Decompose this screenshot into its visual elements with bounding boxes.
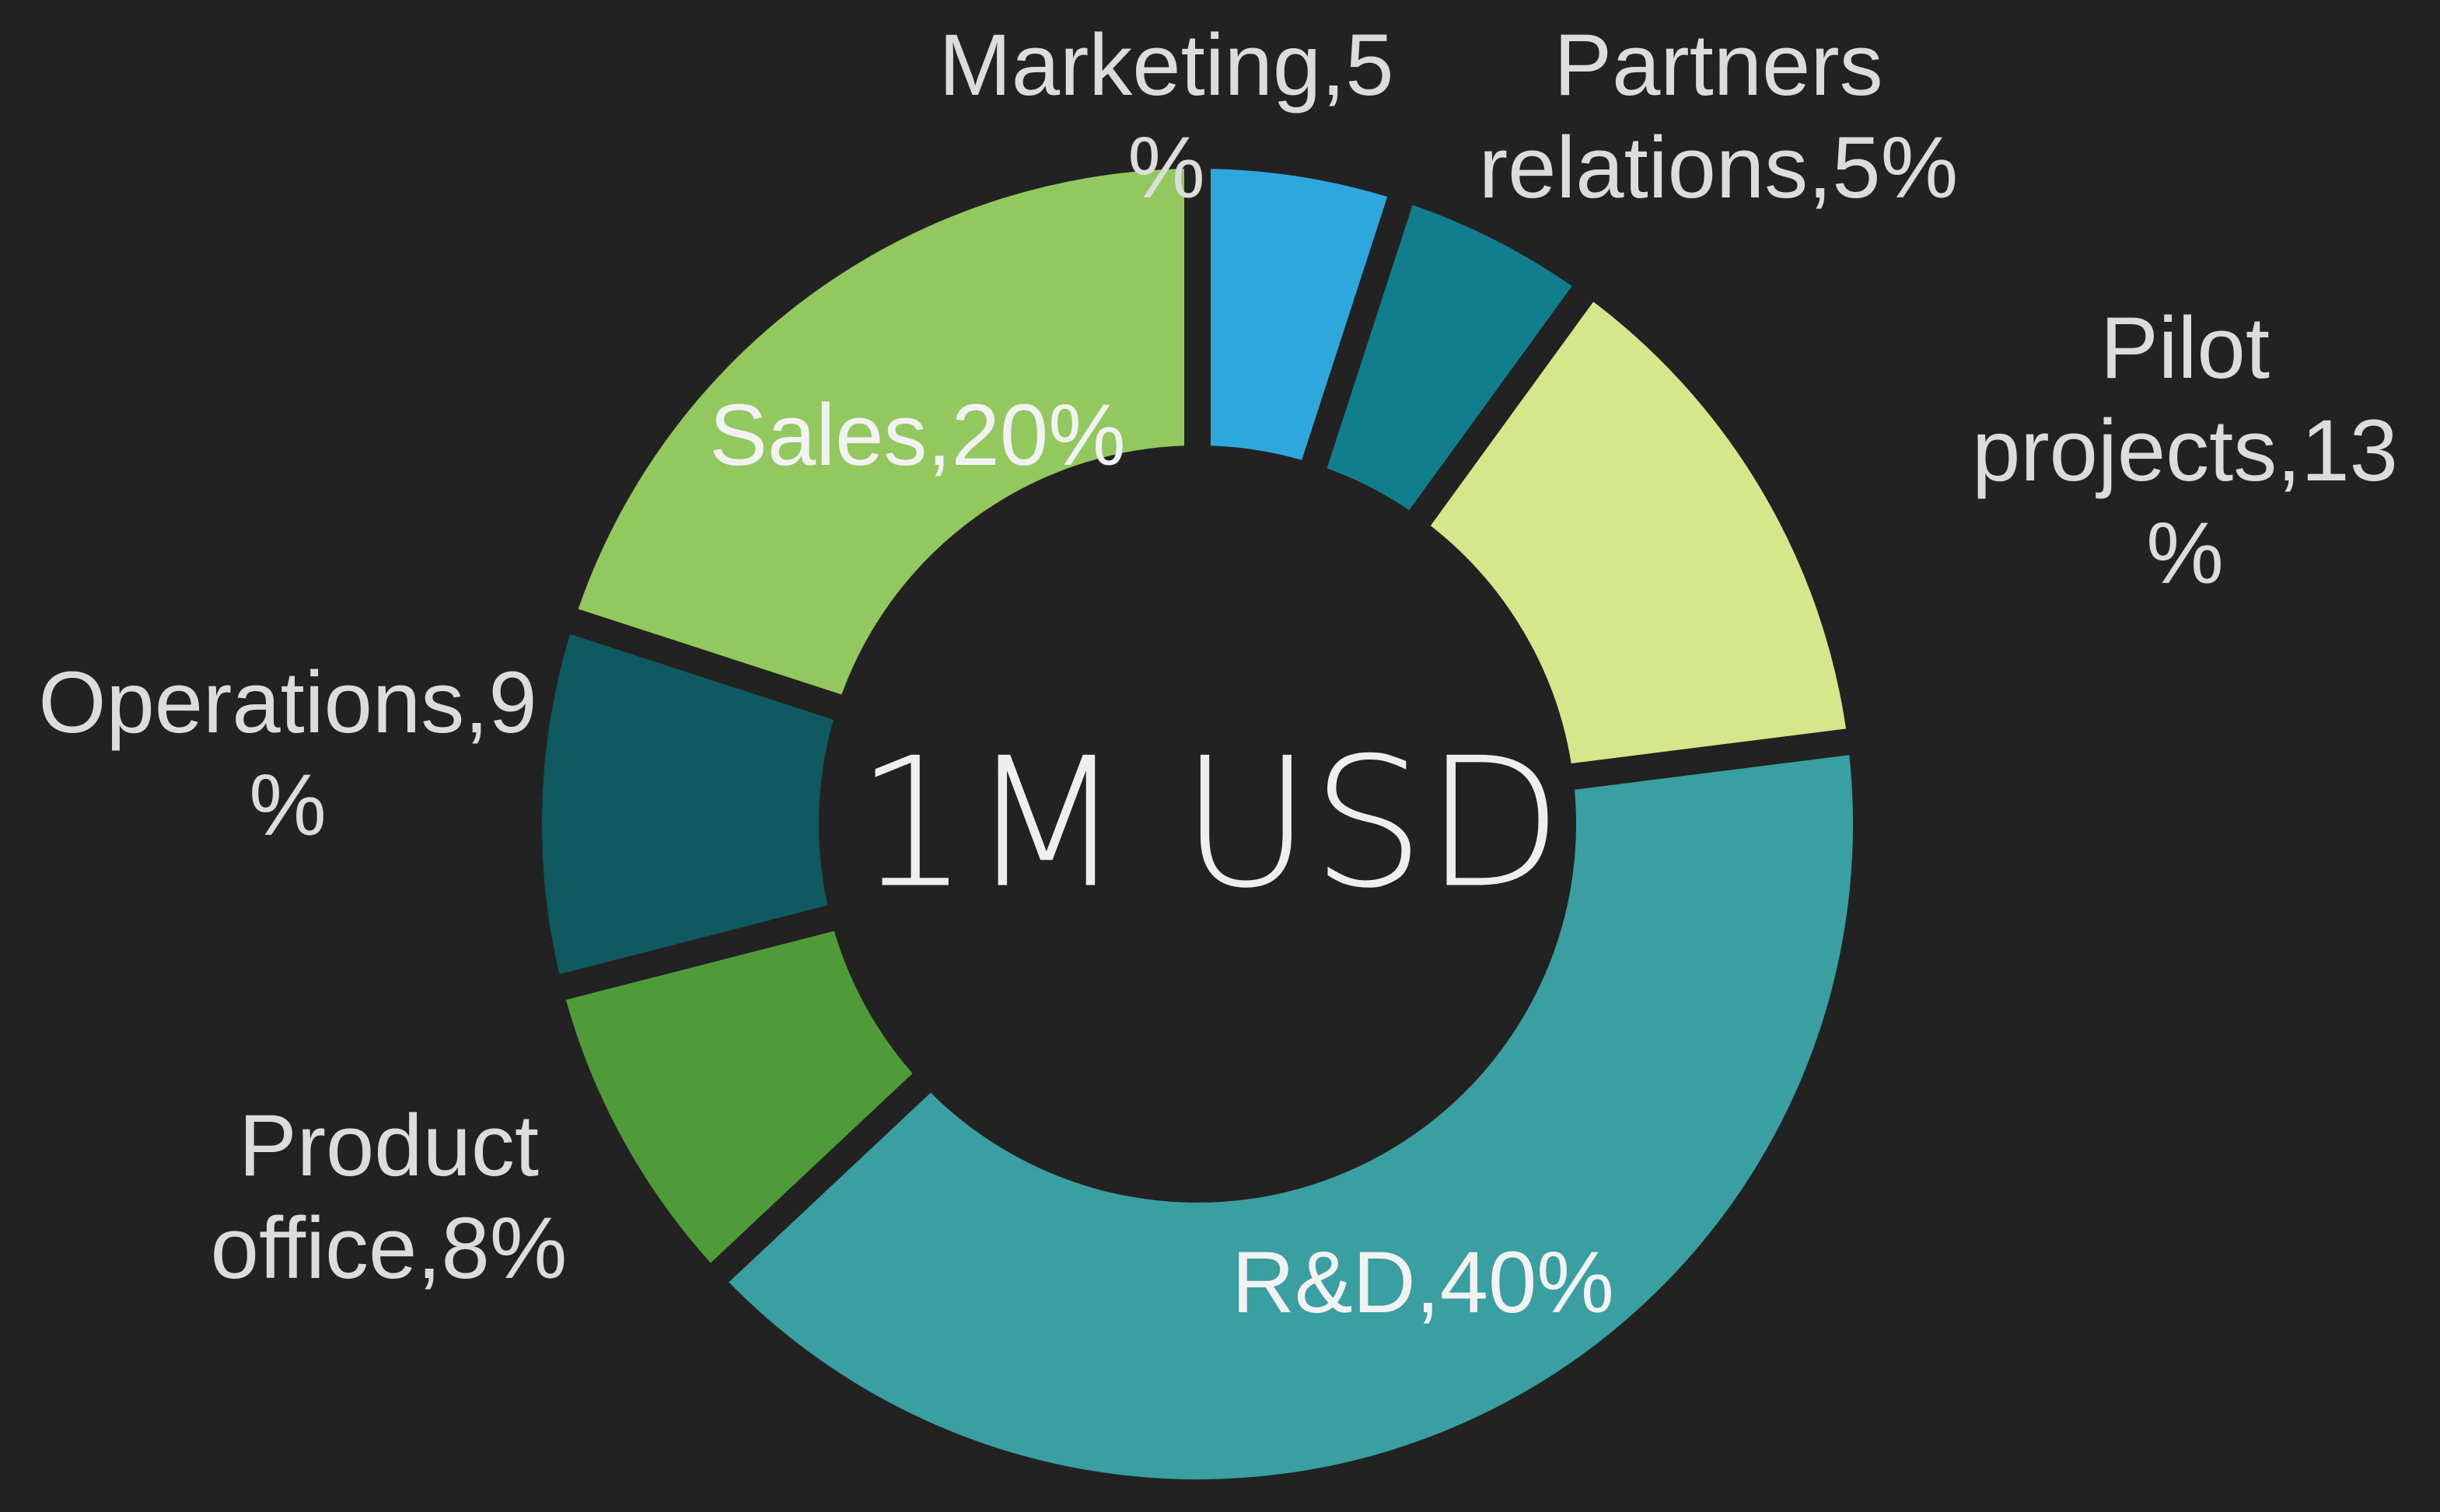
slice-label: Marketing,5% — [939, 16, 1394, 216]
slice-label: R&D,40% — [1232, 1233, 1614, 1331]
slice-label: Partners relations,5% — [1478, 16, 1959, 216]
slice-label: Pilot projects,13% — [1972, 299, 2398, 602]
center-label: 1M USD — [855, 720, 1563, 928]
slice-label: Product office,8% — [210, 1096, 568, 1297]
donut-slice — [691, 725, 1879, 1506]
slice-label: Operations,9% — [38, 653, 537, 854]
donut-slice — [1393, 264, 1876, 794]
donut-slice — [544, 141, 1211, 728]
slice-label: Sales,20% — [709, 386, 1126, 484]
